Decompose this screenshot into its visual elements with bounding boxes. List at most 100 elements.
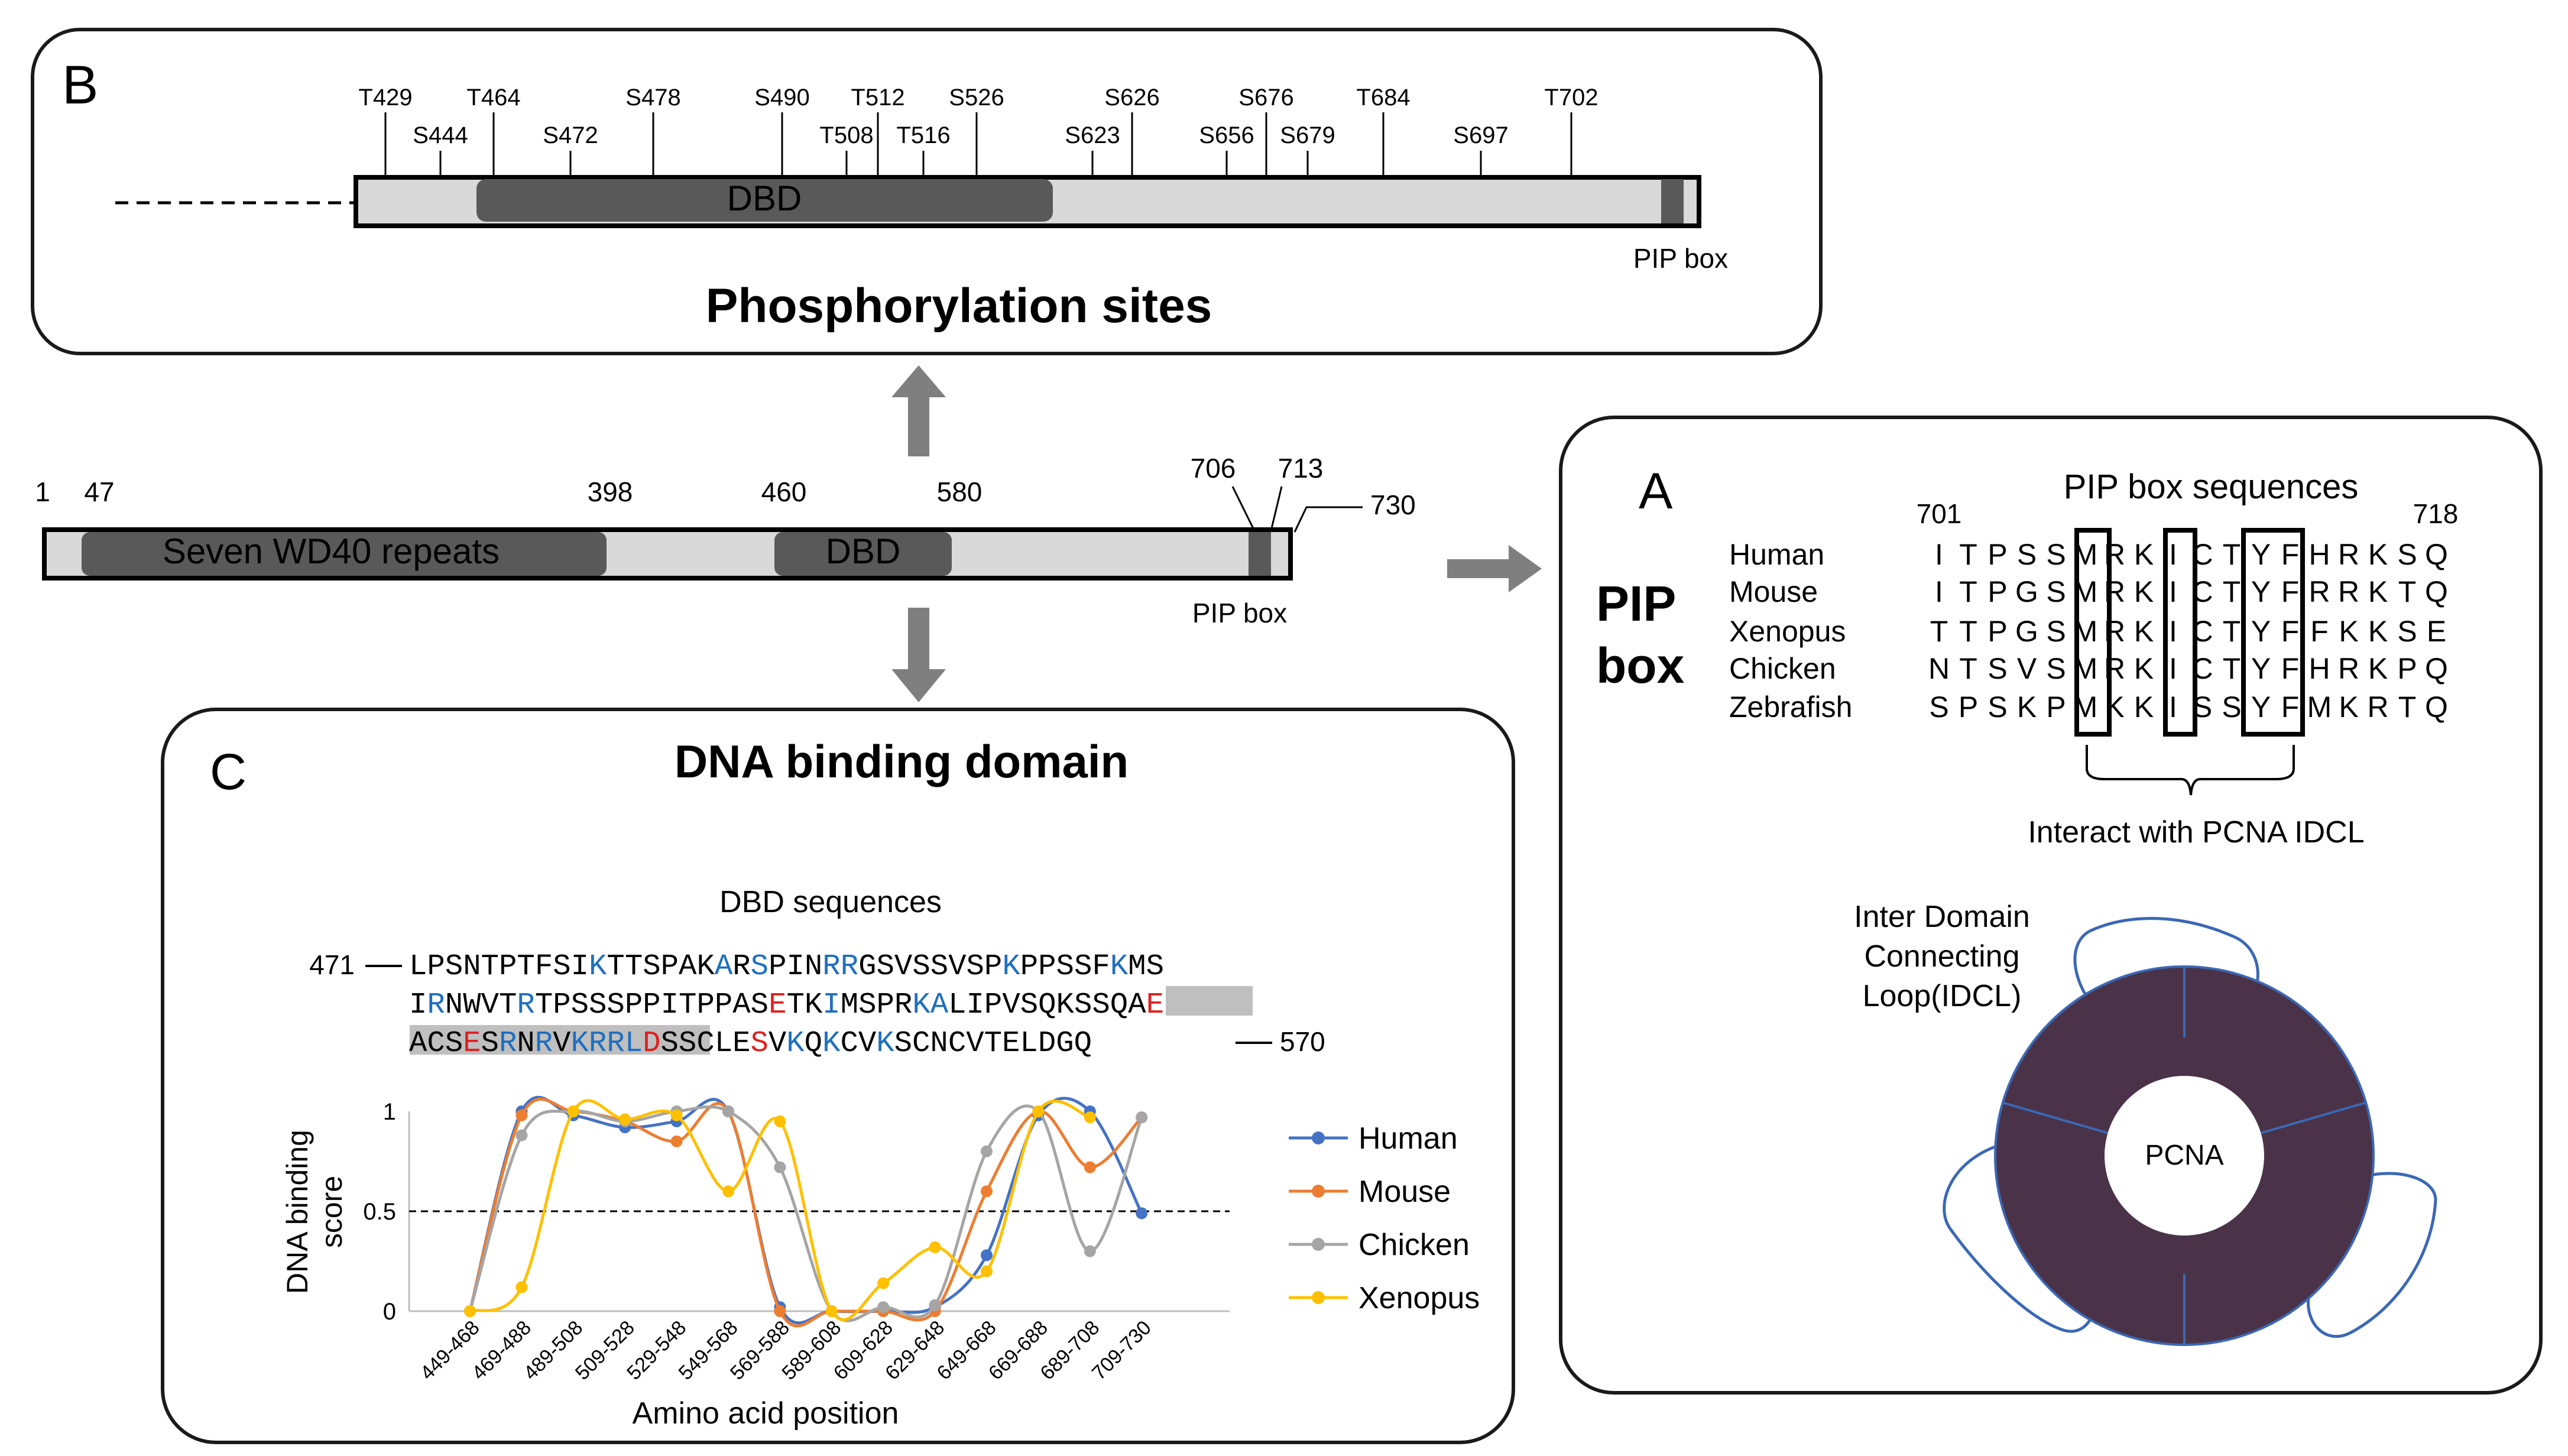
pip-residue: F [2281, 575, 2300, 608]
data-point-chicken [515, 1129, 528, 1142]
pip-side-label-2: box [1596, 638, 1685, 693]
pip-residue: K [2134, 538, 2154, 571]
data-point-human [981, 1249, 993, 1262]
panel-c-title: DNA binding domain [675, 735, 1129, 787]
data-point-chicken [1136, 1111, 1148, 1124]
panel-a: A PIP box PIP box sequences 701 718 Huma… [1559, 416, 2543, 1395]
species-human: Human [1729, 538, 1824, 571]
site-label-s444: S444 [413, 122, 468, 148]
pip-residue: S [2017, 538, 2037, 571]
pip-residue: F [2281, 652, 2300, 685]
pip-residue: I [2169, 652, 2177, 685]
dbd-seq-line-1: LPSNTPTFSIKTTSPAKARSPINRRGSVSSVSPKPPSSFK… [409, 950, 1164, 984]
pip-residue: K [2339, 615, 2358, 648]
pip-residue: I [2169, 538, 2177, 571]
pip-residue: P [2046, 690, 2066, 724]
site-label-s697: S697 [1453, 122, 1508, 148]
pip-start-pos: 701 [1917, 498, 1962, 529]
pip-residue: K [2368, 615, 2388, 648]
pip-residue: P [1987, 575, 2007, 608]
data-point-chicken [774, 1161, 786, 1173]
pos-460: 460 [761, 476, 807, 507]
legend-marker-mouse [1312, 1185, 1325, 1198]
pip-residue: K [2368, 575, 2388, 608]
pip-residue: S [2397, 538, 2417, 571]
idcl-label-2: Connecting [1864, 939, 2019, 974]
pip-residue: K [2134, 575, 2154, 608]
data-point-xenopus [825, 1305, 838, 1317]
site-label-t508: T508 [819, 122, 873, 148]
data-point-xenopus [464, 1305, 476, 1317]
pip-residue: Q [2425, 538, 2448, 571]
pip-species-list: Human Mouse Xenopus Chicken Zebrafish [1729, 538, 1852, 724]
site-label-s490: S490 [754, 85, 809, 111]
pos-713-leader [1270, 486, 1283, 531]
pip-residue: H [2308, 652, 2330, 685]
overview-pip-domain [1249, 532, 1271, 576]
species-mouse: Mouse [1729, 575, 1818, 608]
data-point-xenopus [1084, 1111, 1096, 1124]
data-point-xenopus [981, 1265, 993, 1277]
idcl-loop-top [2073, 917, 2259, 1019]
pip-residue: K [2134, 690, 2154, 724]
pip-residue: T [2223, 652, 2241, 685]
y-tick-label: 1 [383, 1099, 396, 1125]
pip-residue: Q [2425, 652, 2448, 685]
legend-marker-chicken [1312, 1238, 1325, 1251]
site-label-s623: S623 [1065, 122, 1120, 148]
data-point-mouse [981, 1185, 993, 1198]
overview-dbd-label: DBD [826, 531, 901, 571]
pos-580: 580 [937, 476, 983, 507]
pip-residue: F [2281, 690, 2300, 724]
overview-pip-label: PIP box [1192, 598, 1287, 628]
site-label-t429: T429 [358, 85, 412, 111]
y-tick-label: 0.5 [363, 1199, 396, 1225]
pip-residue: P [2397, 652, 2417, 685]
pos-706: 706 [1191, 453, 1236, 484]
data-point-chicken [929, 1299, 941, 1311]
data-point-chicken [877, 1301, 890, 1314]
arrow-down-to-dbd [891, 608, 946, 702]
panel-a-letter: A [1639, 463, 1673, 520]
legend-marker-xenopus [1312, 1291, 1325, 1304]
panel-b-dbd-box [476, 179, 1053, 222]
pip-residue: K [2368, 652, 2388, 685]
pip-residue: G [2015, 575, 2038, 608]
pip-residue: S [1987, 652, 2007, 685]
pip-residue: T [2223, 615, 2241, 648]
pip-residue: Y [2251, 615, 2271, 648]
pip-residue: G [2015, 615, 2038, 648]
pos-730-leader [1293, 506, 1363, 533]
pip-residue: T [1930, 615, 1948, 648]
site-label-t512: T512 [851, 85, 904, 111]
data-point-mouse [670, 1135, 683, 1147]
interact-brace [2086, 745, 2295, 796]
idcl-label-1: Inter Domain [1854, 900, 2030, 934]
site-label-s472: S472 [543, 122, 598, 148]
pip-side-label-1: PIP [1596, 576, 1676, 631]
pip-residue: T [2398, 575, 2417, 608]
seq-end-pos: 570 [1280, 1026, 1325, 1057]
panel-a-frame [1559, 416, 2543, 1395]
phospho-sites-upper: T429 T464 S478 S490 T512 S526 S626 S676 T684 T702 [358, 85, 1598, 177]
panel-b-pip-label: PIP box [1633, 243, 1728, 274]
pip-residue: S [2046, 538, 2066, 571]
pip-residue: P [1987, 615, 2007, 648]
pip-residue: R [2338, 652, 2359, 685]
interact-label: Interact with PCNA IDCL [2028, 815, 2364, 849]
legend-label-xenopus: Xenopus [1358, 1281, 1480, 1315]
seq-start-pos: 471 [309, 949, 355, 980]
idcl-loop-left [1943, 1142, 2099, 1333]
dbd-seq-line-2: IRNWVTRTPSSSPPITPPASETKIMSPRKALIPVSQKSSQ… [409, 988, 1164, 1022]
seq-highlight-2 [410, 1025, 710, 1055]
pip-residue: E [2427, 615, 2446, 648]
pip-residue: V [2017, 652, 2037, 685]
dbd-sequence: LPSNTPTFSIKTTSPAKARSPINRRGSVSSVSPKPPSSFK… [409, 950, 1164, 1061]
pip-residue: P [1959, 690, 1978, 724]
species-chicken: Chicken [1729, 652, 1836, 685]
dbd-seq-line-3: ACSESRNRVKRRLDSSCLESVKQKCVKSCNCVTELDGQ [409, 1027, 1092, 1061]
pip-residue: S [2222, 690, 2241, 724]
pip-box-yf-column [2241, 528, 2305, 737]
panel-b: B DBD PIP box T429 T464 S478 S490 T512 S526 S6… [31, 28, 1823, 355]
